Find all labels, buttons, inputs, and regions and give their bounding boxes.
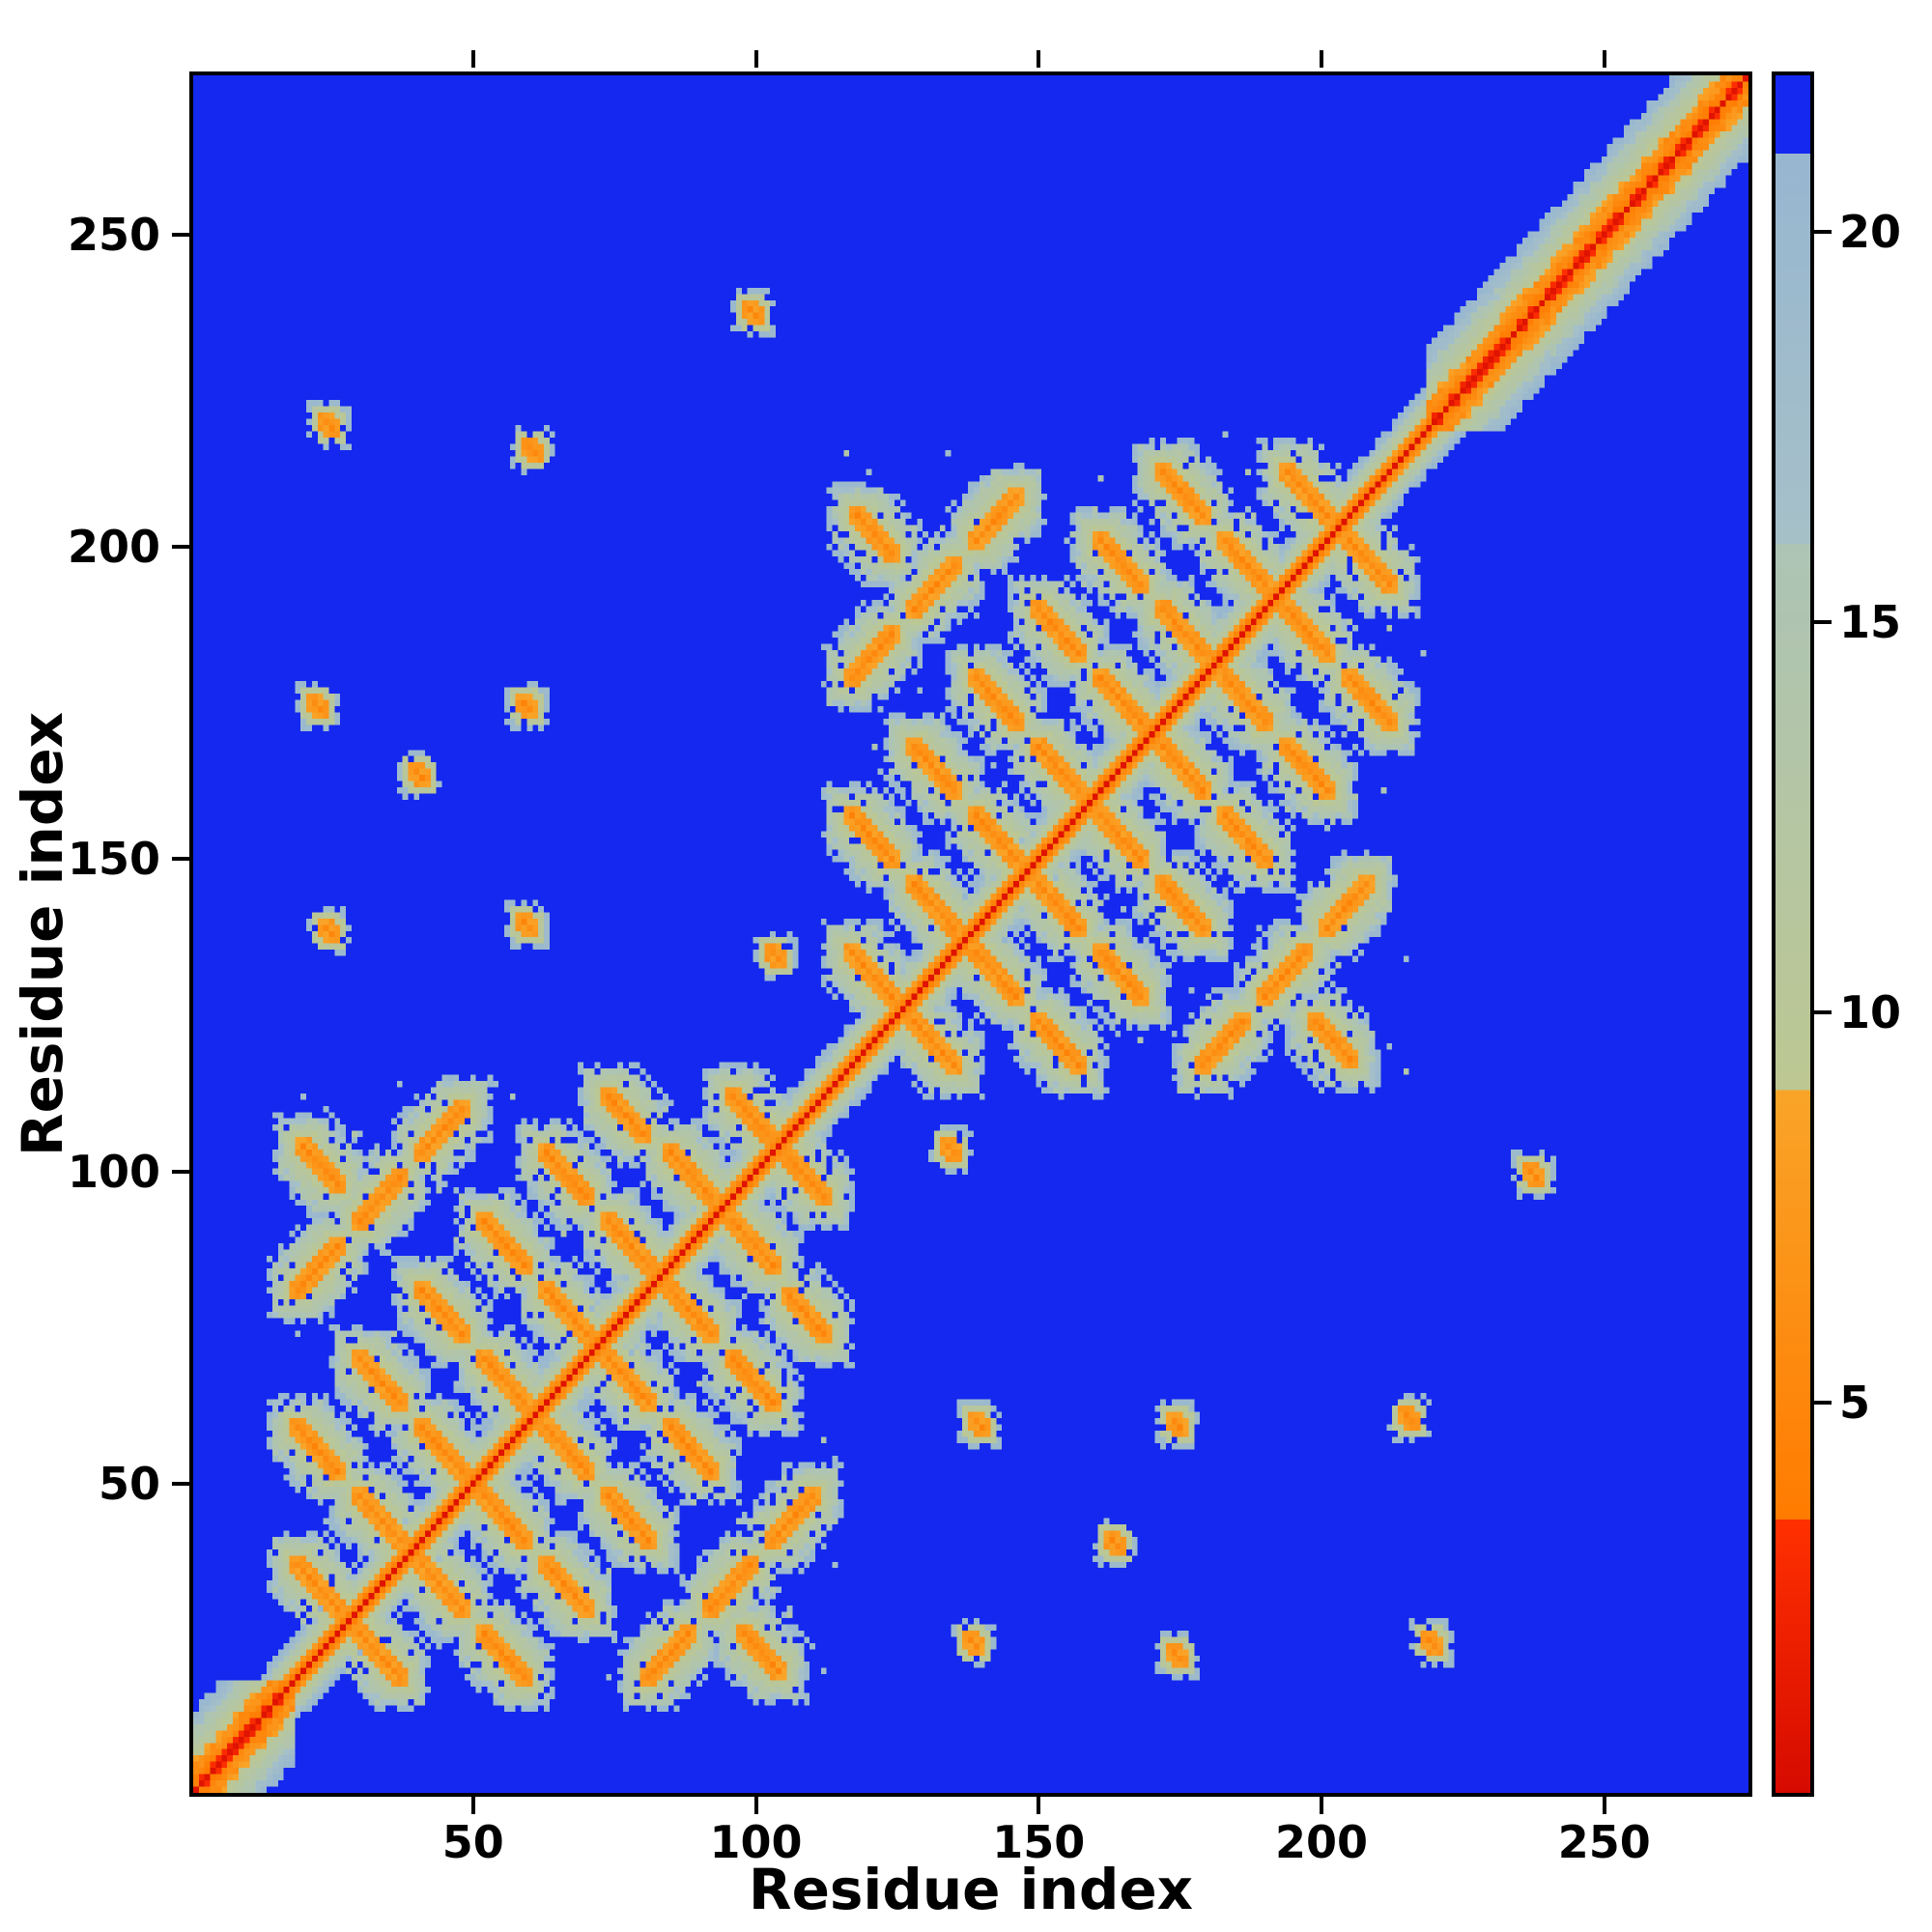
y-tick-mark: [172, 1169, 189, 1174]
x-axis-label: Residue index: [748, 1857, 1194, 1922]
y-tick-label: 50: [98, 1457, 160, 1510]
y-tick-label: 200: [67, 521, 160, 574]
x-tick-mark-top: [1602, 50, 1606, 68]
x-tick-mark-top: [1037, 50, 1041, 68]
colorbar: [1772, 71, 1814, 1797]
x-tick-label: 250: [1557, 1816, 1651, 1868]
y-tick-mark: [172, 545, 189, 550]
y-tick-mark: [172, 857, 189, 862]
x-tick-mark-top: [1319, 50, 1323, 68]
colorbar-tick-mark: [1814, 1400, 1832, 1405]
y-axis-label: Residue index: [10, 711, 75, 1157]
x-tick-mark-top: [470, 50, 475, 68]
colorbar-tick-mark: [1814, 229, 1832, 234]
colorbar-tick-label: 10: [1839, 985, 1902, 1038]
heatmap-canvas: [193, 75, 1748, 1793]
colorbar-tick-label: 15: [1839, 595, 1902, 648]
colorbar-tick-mark: [1814, 1009, 1832, 1014]
x-tick-label: 50: [441, 1816, 504, 1868]
x-tick-mark: [1037, 1797, 1041, 1814]
colorbar-tick-mark: [1814, 619, 1832, 624]
x-tick-mark: [753, 1797, 758, 1814]
y-tick-mark: [172, 1481, 189, 1486]
x-tick-mark: [1319, 1797, 1323, 1814]
x-tick-mark-top: [753, 50, 758, 68]
y-tick-mark: [172, 232, 189, 237]
y-tick-label: 250: [67, 208, 160, 261]
plot-area: [189, 71, 1752, 1797]
colorbar-tick-label: 5: [1839, 1376, 1871, 1429]
x-tick-label: 200: [1274, 1816, 1368, 1868]
colorbar-tick-label: 20: [1839, 205, 1902, 258]
x-tick-mark: [470, 1797, 475, 1814]
x-tick-mark: [1602, 1797, 1606, 1814]
